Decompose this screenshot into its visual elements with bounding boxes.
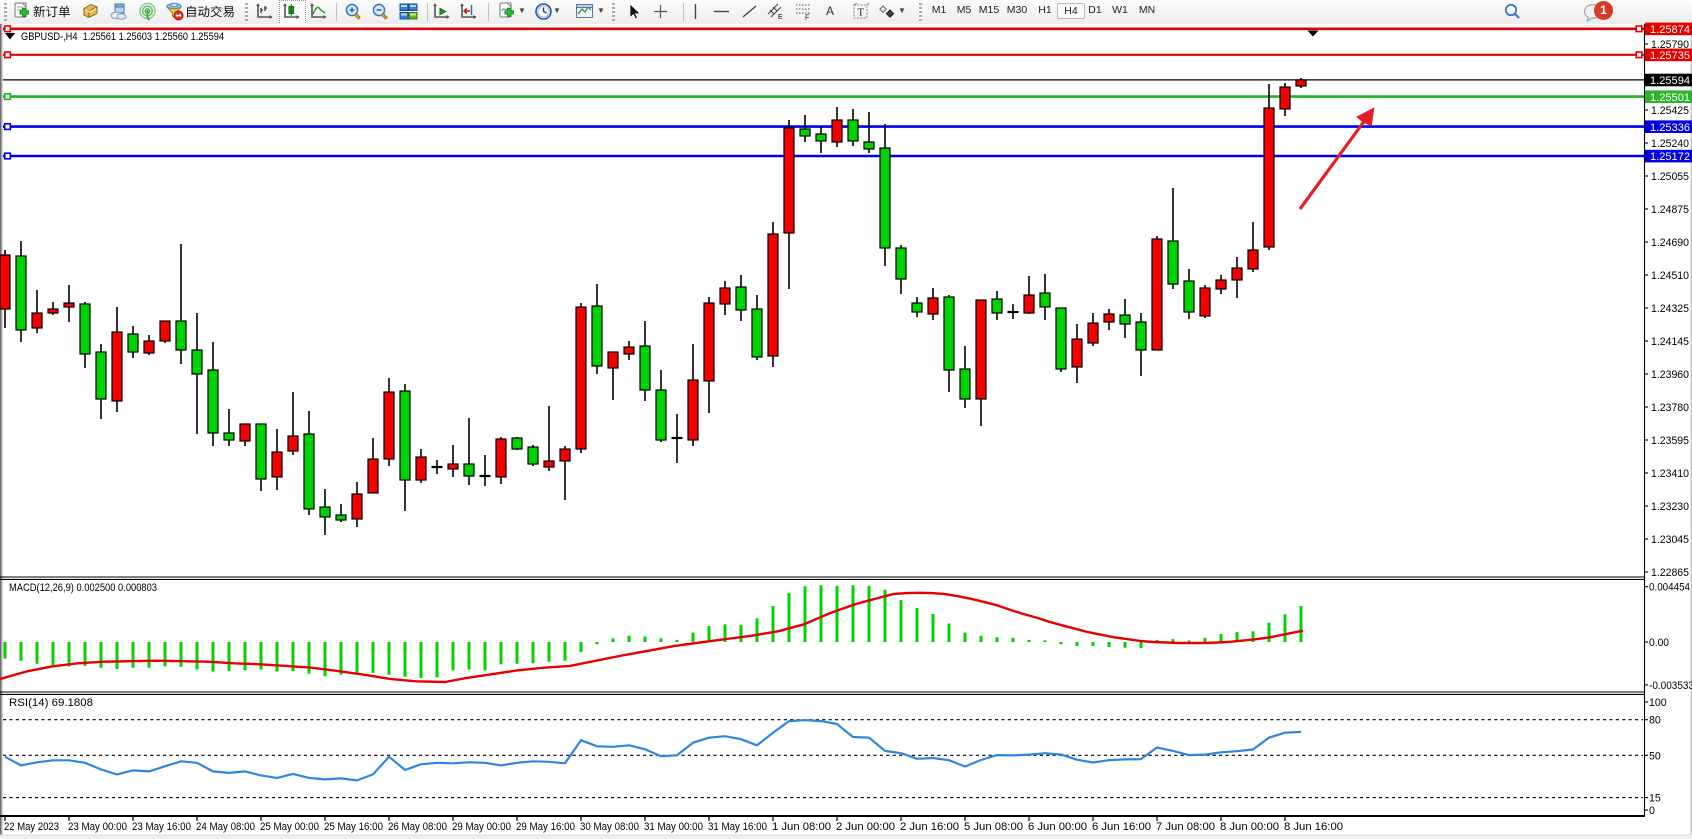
svg-text:T: T (858, 8, 865, 19)
svg-text:1.23410: 1.23410 (1651, 468, 1689, 480)
svg-text:1.25055: 1.25055 (1651, 171, 1689, 183)
svg-text:1.23595: 1.23595 (1651, 435, 1689, 447)
svg-text:1.25336: 1.25336 (1650, 122, 1690, 134)
svg-text:MACD(12,26,9) 0.002500 0.00080: MACD(12,26,9) 0.002500 0.000803 (9, 582, 157, 594)
svg-text:1.24875: 1.24875 (1651, 204, 1689, 216)
svg-text:1.25425: 1.25425 (1651, 105, 1689, 117)
svg-text:1.24325: 1.24325 (1651, 303, 1689, 315)
svg-text:6 Jun 00:00: 6 Jun 00:00 (1028, 821, 1087, 833)
svg-text:1.25790: 1.25790 (1651, 39, 1689, 51)
svg-text:1.23045: 1.23045 (1651, 534, 1689, 546)
svg-text:22 May 2023: 22 May 2023 (4, 821, 59, 833)
svg-text:1.25594: 1.25594 (1650, 75, 1690, 87)
svg-text:F: F (805, 15, 809, 22)
svg-text:2 Jun 16:00: 2 Jun 16:00 (900, 821, 959, 833)
svg-text:29 May 16:00: 29 May 16:00 (516, 821, 575, 833)
svg-text:1 Jun 08:00: 1 Jun 08:00 (772, 821, 831, 833)
svg-text:31 May 16:00: 31 May 16:00 (708, 821, 767, 833)
svg-text:2 Jun 00:00: 2 Jun 00:00 (836, 821, 895, 833)
svg-text:1.24690: 1.24690 (1651, 237, 1689, 249)
svg-text:5 Jun 08:00: 5 Jun 08:00 (964, 821, 1023, 833)
svg-text:1.24510: 1.24510 (1651, 270, 1689, 282)
svg-text:1.25172: 1.25172 (1650, 151, 1690, 163)
svg-text:6 Jun 16:00: 6 Jun 16:00 (1092, 821, 1151, 833)
svg-text:1.25240: 1.25240 (1651, 138, 1689, 150)
svg-text:-0.003533: -0.003533 (1649, 680, 1692, 692)
svg-text:23 May 16:00: 23 May 16:00 (132, 821, 191, 833)
svg-text:1.22865: 1.22865 (1651, 567, 1689, 579)
svg-text:E: E (778, 14, 783, 21)
svg-text:1.23960: 1.23960 (1651, 369, 1689, 381)
svg-text:0.004454: 0.004454 (1649, 582, 1690, 594)
svg-text:8 Jun 16:00: 8 Jun 16:00 (1284, 821, 1343, 833)
svg-text:8 Jun 00:00: 8 Jun 00:00 (1220, 821, 1279, 833)
svg-text:30 May 08:00: 30 May 08:00 (580, 821, 639, 833)
svg-text:80: 80 (1649, 715, 1661, 727)
svg-text:0: 0 (1649, 805, 1655, 817)
svg-text:1.25501: 1.25501 (1650, 92, 1690, 104)
svg-text:50: 50 (1649, 750, 1661, 762)
svg-text:31 May 00:00: 31 May 00:00 (644, 821, 703, 833)
svg-text:25 May 16:00: 25 May 16:00 (324, 821, 383, 833)
svg-text:29 May 00:00: 29 May 00:00 (452, 821, 511, 833)
svg-text:1.24145: 1.24145 (1651, 336, 1689, 348)
svg-text:23 May 00:00: 23 May 00:00 (68, 821, 127, 833)
svg-text:100: 100 (1649, 697, 1667, 709)
svg-text:1.25874: 1.25874 (1650, 24, 1690, 36)
svg-text:25 May 00:00: 25 May 00:00 (260, 821, 319, 833)
svg-text:24 May 08:00: 24 May 08:00 (196, 821, 255, 833)
svg-text:15: 15 (1649, 793, 1661, 805)
svg-text:7 Jun 08:00: 7 Jun 08:00 (1156, 821, 1215, 833)
svg-text:26 May 08:00: 26 May 08:00 (388, 821, 447, 833)
svg-text:GBPUSD-,H4 1.25561 1.25603 1.: GBPUSD-,H4 1.25561 1.25603 1.25560 1.255… (21, 31, 224, 43)
svg-text:1.25735: 1.25735 (1650, 50, 1690, 62)
svg-text:RSI(14) 69.1808: RSI(14) 69.1808 (9, 697, 93, 709)
svg-text:0.00: 0.00 (1649, 637, 1669, 649)
svg-text:1.23780: 1.23780 (1651, 402, 1689, 414)
svg-text:1.23230: 1.23230 (1651, 501, 1689, 513)
